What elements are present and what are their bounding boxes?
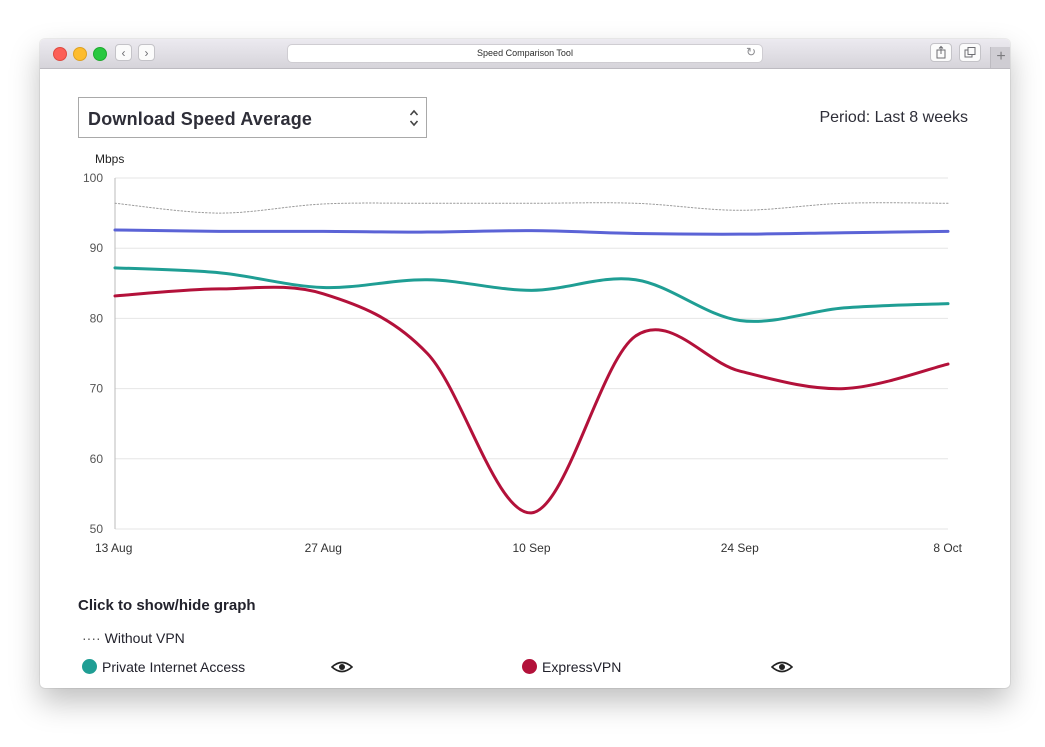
metric-select[interactable]: Download Speed Average <box>78 97 427 138</box>
browser-window: ‹ › Speed Comparison Tool ↻ + Downloa <box>40 39 1010 688</box>
dotted-line-icon: ···· <box>82 630 101 646</box>
x-tick-label: 10 Sep <box>512 541 550 555</box>
legend-label-pia: Private Internet Access <box>102 659 246 675</box>
speed-line-chart: Mbps 100 90 80 70 60 50 13 Aug 27 Aug 10 Sep 24 Se… <box>83 152 963 555</box>
forward-button[interactable]: › <box>138 44 155 61</box>
legend-swatch-expressvpn <box>522 659 537 674</box>
close-window-button[interactable] <box>53 47 67 61</box>
new-tab-button[interactable]: + <box>990 47 1010 68</box>
address-bar[interactable]: Speed Comparison Tool ↻ <box>287 44 763 63</box>
share-button[interactable] <box>930 43 952 62</box>
series-line-private-internet-access <box>113 266 950 323</box>
share-icon <box>936 45 946 59</box>
y-axis-label: Mbps <box>95 152 124 166</box>
y-tick-label: 50 <box>90 522 104 536</box>
legend-swatch-pia <box>82 659 97 674</box>
plus-icon: + <box>996 48 1006 65</box>
back-button[interactable]: ‹ <box>115 44 132 61</box>
reload-icon[interactable]: ↻ <box>745 45 756 59</box>
series-line-series-2 <box>113 228 950 236</box>
select-arrows-icon <box>409 109 419 127</box>
x-tick-label: 8 Oct <box>933 541 962 555</box>
x-tick-label: 24 Sep <box>721 541 759 555</box>
x-tick-label: 13 Aug <box>95 541 132 555</box>
y-tick-label: 100 <box>83 171 103 185</box>
series-line-without-vpn <box>114 202 949 214</box>
minimize-window-button[interactable] <box>73 47 87 61</box>
series-line-expressvpn <box>113 285 950 515</box>
y-tick-label: 80 <box>90 311 104 325</box>
legend-title: Click to show/hide graph <box>78 597 256 614</box>
eye-icon[interactable] <box>331 660 353 674</box>
chevron-left-icon: ‹ <box>121 46 126 60</box>
y-tick-label: 90 <box>90 241 104 255</box>
eye-icon[interactable] <box>771 660 793 674</box>
zoom-window-button[interactable] <box>93 47 107 61</box>
legend-label-expressvpn: ExpressVPN <box>542 659 622 675</box>
period-label: Period: Last 8 weeks <box>819 109 968 126</box>
metric-select-value: Download Speed Average <box>88 109 313 129</box>
page-title: Speed Comparison Tool <box>477 48 573 58</box>
y-tick-label: 60 <box>90 452 104 466</box>
legend-without-vpn[interactable]: ···· Without VPN <box>82 630 185 646</box>
x-tick-label: 27 Aug <box>305 541 342 555</box>
show-tabs-button[interactable] <box>959 43 981 62</box>
browser-titlebar: ‹ › Speed Comparison Tool ↻ + <box>40 39 1010 69</box>
tabs-overview-icon <box>964 47 976 58</box>
legend-label-without-vpn: Without VPN <box>104 630 185 646</box>
chevron-right-icon: › <box>144 46 149 60</box>
y-tick-label: 70 <box>90 382 104 396</box>
